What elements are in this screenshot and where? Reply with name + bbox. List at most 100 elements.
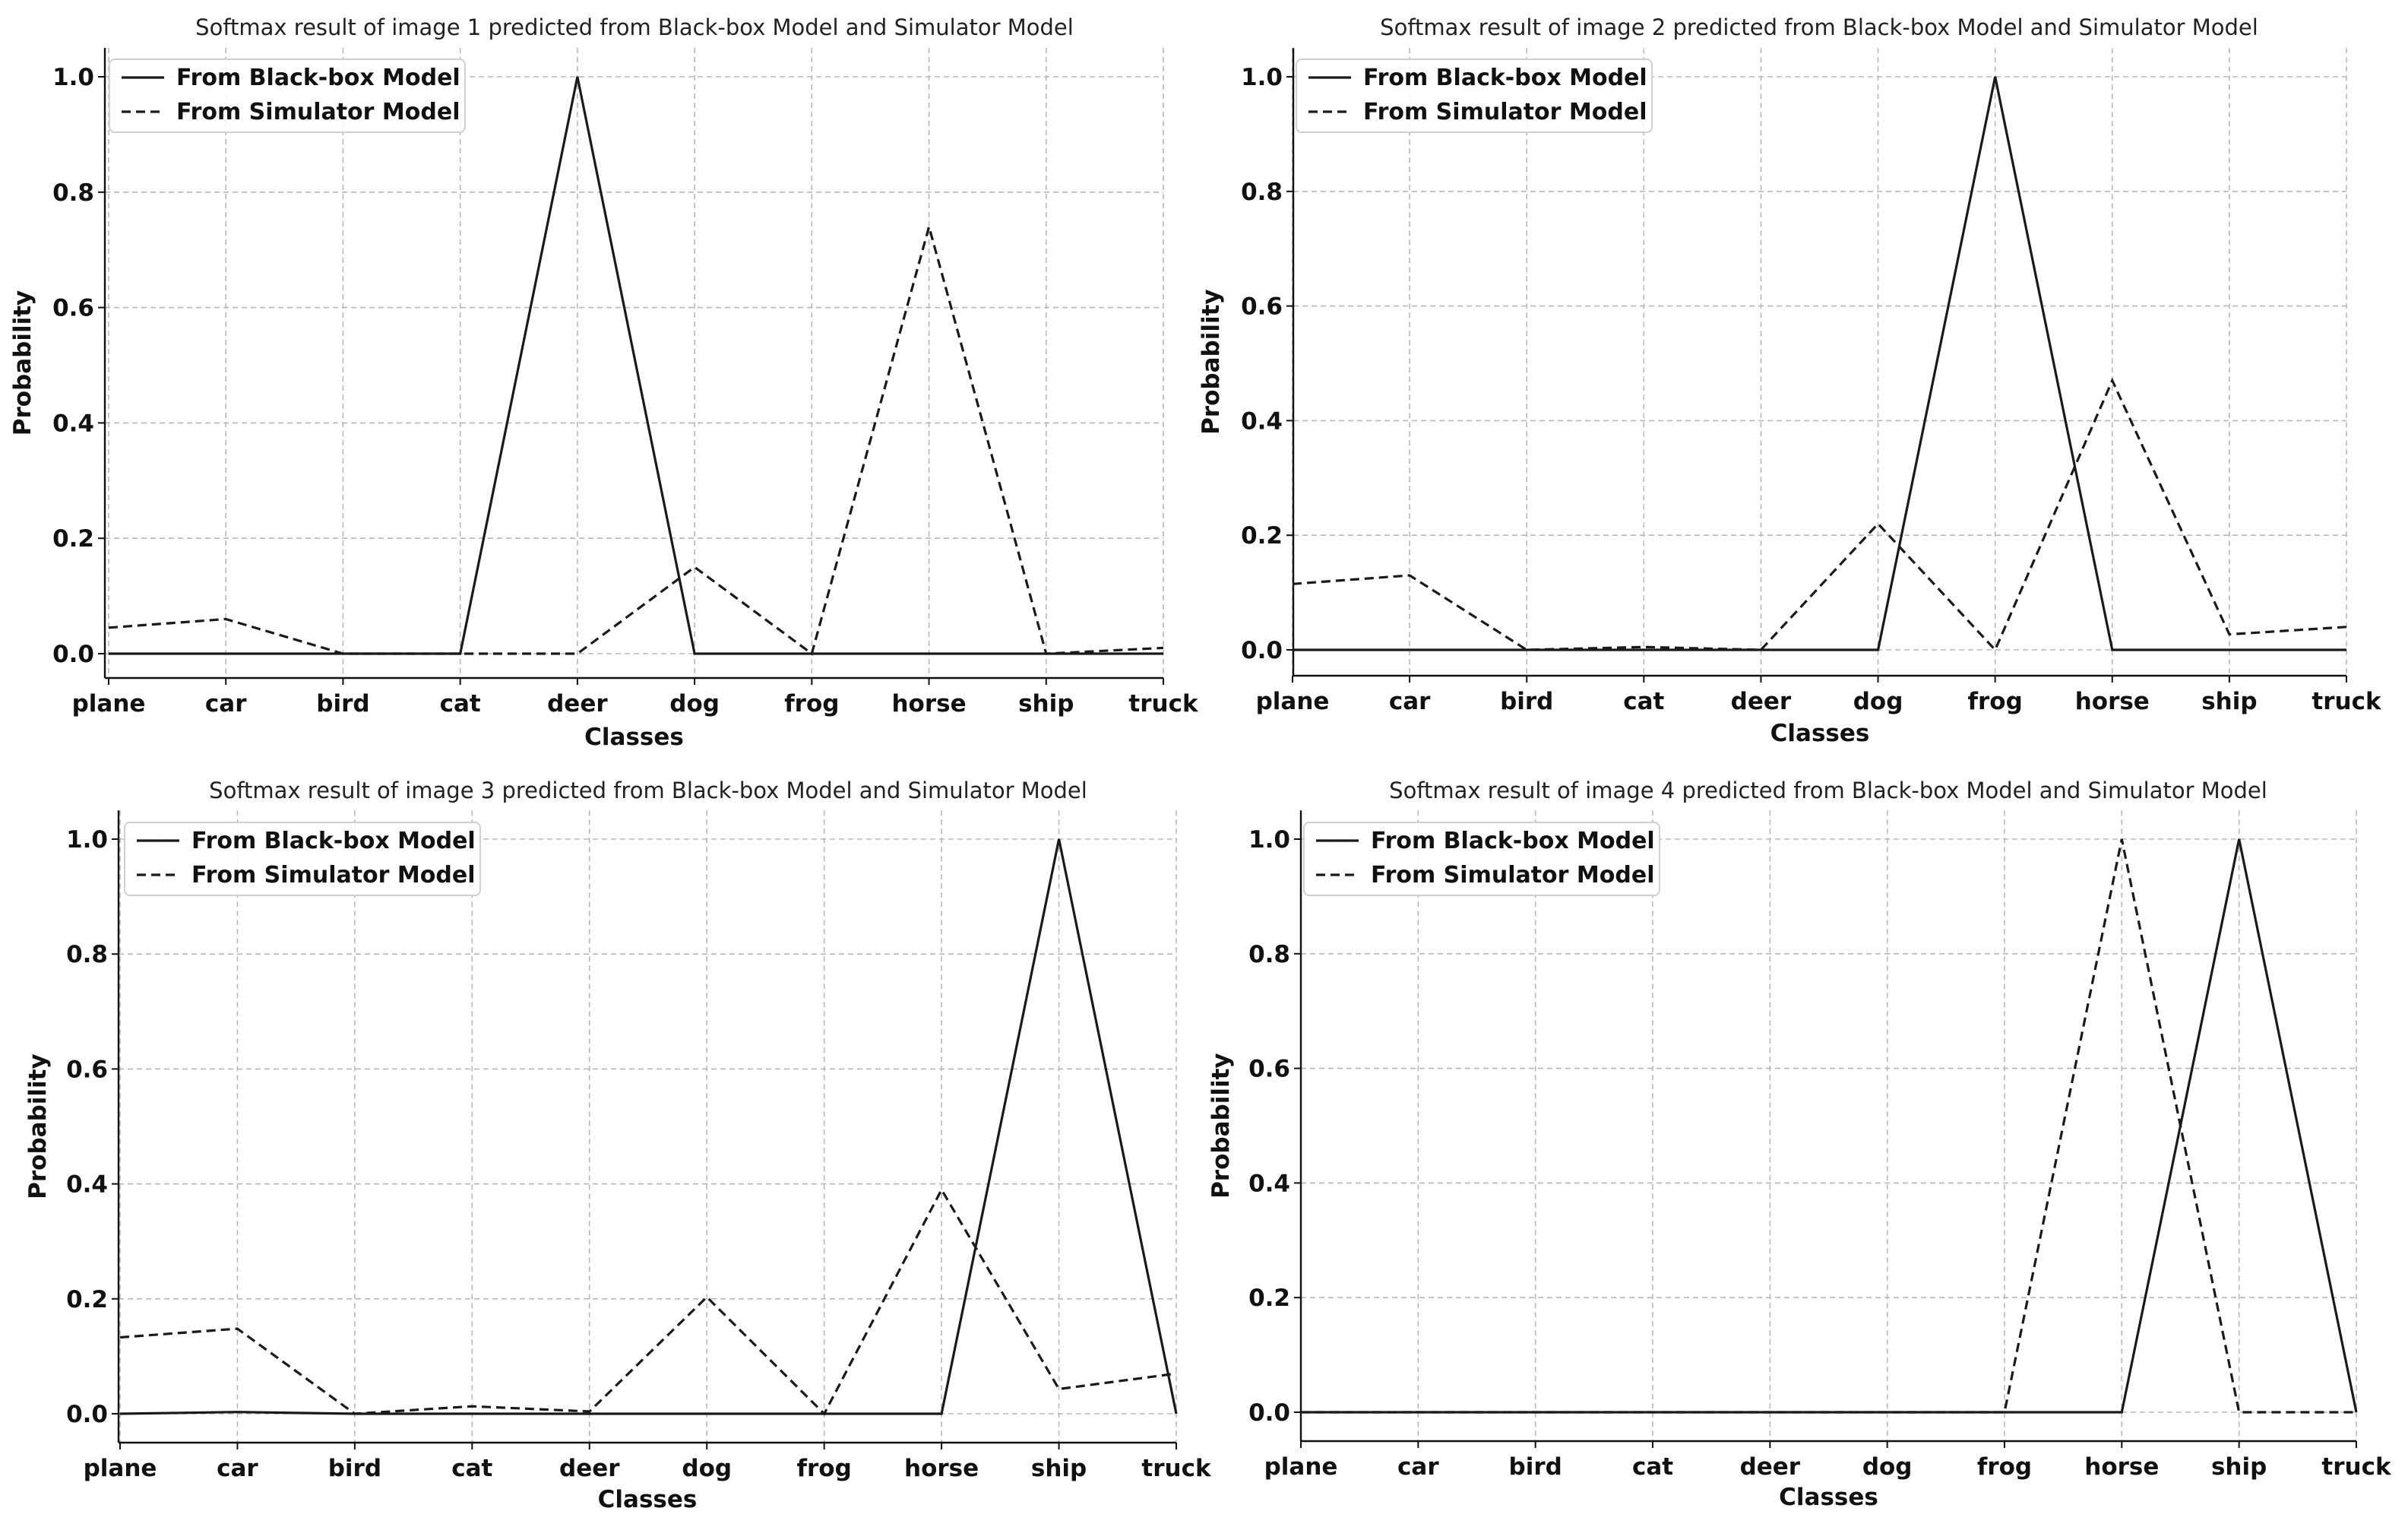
- x-tick-label: dog: [682, 1455, 732, 1482]
- legend: From Black-box Model From Simulator Model: [124, 822, 481, 896]
- y-tick-label: 0.2: [1241, 522, 1283, 550]
- y-tick-label: 0.6: [52, 295, 94, 322]
- x-axis-label: Classes: [598, 1486, 698, 1513]
- y-tick-label: 0.4: [1248, 1170, 1290, 1197]
- legend-box: [109, 59, 466, 133]
- x-tick-label: dog: [669, 690, 720, 718]
- x-tick-label: car: [1397, 1453, 1439, 1481]
- x-tick-label: plane: [1256, 688, 1330, 715]
- x-tick-label: truck: [1128, 690, 1199, 718]
- x-tick-label: plane: [1264, 1453, 1338, 1481]
- x-tick-label: deer: [559, 1455, 620, 1482]
- x-tick-label: truck: [1141, 1455, 1212, 1482]
- x-tick-label: bird: [1509, 1453, 1562, 1481]
- x-tick-label: horse: [891, 690, 966, 718]
- y-tick-label: 0.0: [1248, 1399, 1290, 1427]
- legend-label: From Simulator Model: [191, 862, 475, 889]
- legend-label: From Simulator Model: [1371, 862, 1654, 889]
- x-tick-label: bird: [1500, 688, 1553, 715]
- legend-label: From Black-box Model: [191, 828, 476, 854]
- grid: [1300, 810, 2357, 1440]
- x-tick-label: truck: [2321, 1453, 2392, 1481]
- x-tick-label: frog: [797, 1455, 852, 1482]
- x-tick-label: truck: [2311, 688, 2382, 715]
- x-tick-label: horse: [2075, 688, 2150, 715]
- y-tick-label: 0.8: [1241, 179, 1283, 206]
- legend: From Black-box Model From Simulator Model: [1296, 59, 1653, 133]
- chart-title: Softmax result of image 4 predicted from…: [1389, 778, 2267, 803]
- chart-panel-1: 0.0 0.2 0.4 0.6 0.8 1.0 plane car bird cat deer dog…: [9, 14, 1199, 751]
- y-tick-label: 0.4: [1241, 407, 1283, 435]
- legend-label: From Black-box Model: [176, 65, 460, 91]
- y-tick-label: 0.8: [1248, 941, 1290, 968]
- x-axis-label: Classes: [1770, 720, 1870, 747]
- y-tick-label: 0.6: [1241, 293, 1283, 321]
- x-tick-label: cat: [1632, 1453, 1673, 1481]
- x-tick-label: bird: [316, 690, 369, 718]
- y-tick-label: 1.0: [66, 826, 108, 854]
- x-tick-label: cat: [440, 690, 481, 718]
- x-tick-label: plane: [84, 1455, 157, 1482]
- y-tick-label: 1.0: [1248, 826, 1290, 854]
- y-tick-label: 0.2: [52, 525, 94, 553]
- series-line-simulator: [119, 1186, 1177, 1416]
- legend-box: [1303, 822, 1660, 896]
- x-tick-label: deer: [1740, 1453, 1801, 1481]
- legend-label: From Black-box Model: [1371, 828, 1655, 854]
- series-line-blackbox: [119, 838, 1178, 1415]
- chart-title: Softmax result of image 1 predicted from…: [195, 14, 1074, 40]
- x-tick-label: cat: [1623, 688, 1664, 715]
- y-tick-label: 0.6: [66, 1056, 108, 1083]
- x-tick-label: plane: [72, 690, 146, 718]
- x-axis-label: Classes: [584, 724, 684, 751]
- x-tick-label: frog: [1968, 688, 2023, 715]
- series-line-simulator: [108, 222, 1164, 656]
- y-tick-label: 0.2: [1248, 1285, 1290, 1312]
- chart-title: Softmax result of image 3 predicted from…: [209, 778, 1087, 803]
- grid: [1292, 48, 2347, 675]
- y-tick-label: 0.4: [52, 410, 94, 437]
- legend-box: [124, 822, 481, 896]
- y-tick-label: 0.6: [1248, 1056, 1290, 1083]
- legend: From Black-box Model From Simulator Model: [1303, 822, 1660, 896]
- y-axis-label: Probability: [1207, 1053, 1235, 1199]
- legend-box: [1296, 59, 1653, 133]
- y-tick-label: 1.0: [1241, 64, 1283, 91]
- legend-label: From Simulator Model: [176, 99, 460, 125]
- x-tick-label: ship: [1031, 1455, 1087, 1482]
- x-tick-label: deer: [1731, 688, 1792, 715]
- y-axis-label: Probability: [9, 290, 36, 436]
- series-line-blackbox: [1293, 76, 2346, 651]
- chart-panel-2: 0.0 0.2 0.4 0.6 0.8 1.0 plane car bird cat deer dog…: [1198, 14, 2382, 747]
- x-tick-label: car: [217, 1455, 258, 1482]
- x-tick-label: horse: [904, 1455, 979, 1482]
- series-line-blackbox: [109, 76, 1163, 655]
- y-tick-label: 0.0: [1241, 637, 1283, 664]
- legend: From Black-box Model From Simulator Model: [109, 59, 466, 133]
- y-tick-label: 0.8: [66, 941, 108, 968]
- x-tick-label: bird: [328, 1455, 381, 1482]
- x-tick-label: car: [1389, 688, 1431, 715]
- grid: [105, 48, 1164, 677]
- chart-panel-3: 0.0 0.2 0.4 0.6 0.8 1.0 plane car bird cat deer dog…: [24, 778, 1212, 1513]
- y-tick-label: 0.2: [66, 1286, 108, 1313]
- x-axis-label: Classes: [1779, 1484, 1878, 1511]
- y-axis-label: Probability: [24, 1053, 52, 1199]
- y-tick-label: 0.4: [66, 1171, 108, 1199]
- grid: [119, 810, 1177, 1442]
- x-tick-label: horse: [2084, 1453, 2159, 1481]
- legend-label: From Black-box Model: [1363, 65, 1647, 91]
- x-tick-label: frog: [784, 690, 839, 718]
- chart-title: Softmax result of image 2 predicted from…: [1380, 14, 2258, 40]
- x-tick-label: ship: [2211, 1453, 2267, 1481]
- x-tick-label: ship: [2201, 688, 2257, 715]
- chart-panel-4: 0.0 0.2 0.4 0.6 0.8 1.0 plane car bird cat deer dog…: [1207, 778, 2392, 1511]
- y-tick-label: 0.0: [66, 1401, 108, 1428]
- series-line-simulator: [1301, 838, 2356, 1414]
- y-tick-label: 1.0: [52, 64, 94, 91]
- x-tick-label: dog: [1862, 1453, 1913, 1481]
- y-tick-label: 0.0: [52, 641, 94, 668]
- y-tick-label: 0.8: [52, 179, 94, 207]
- series-line-blackbox: [1301, 838, 2358, 1414]
